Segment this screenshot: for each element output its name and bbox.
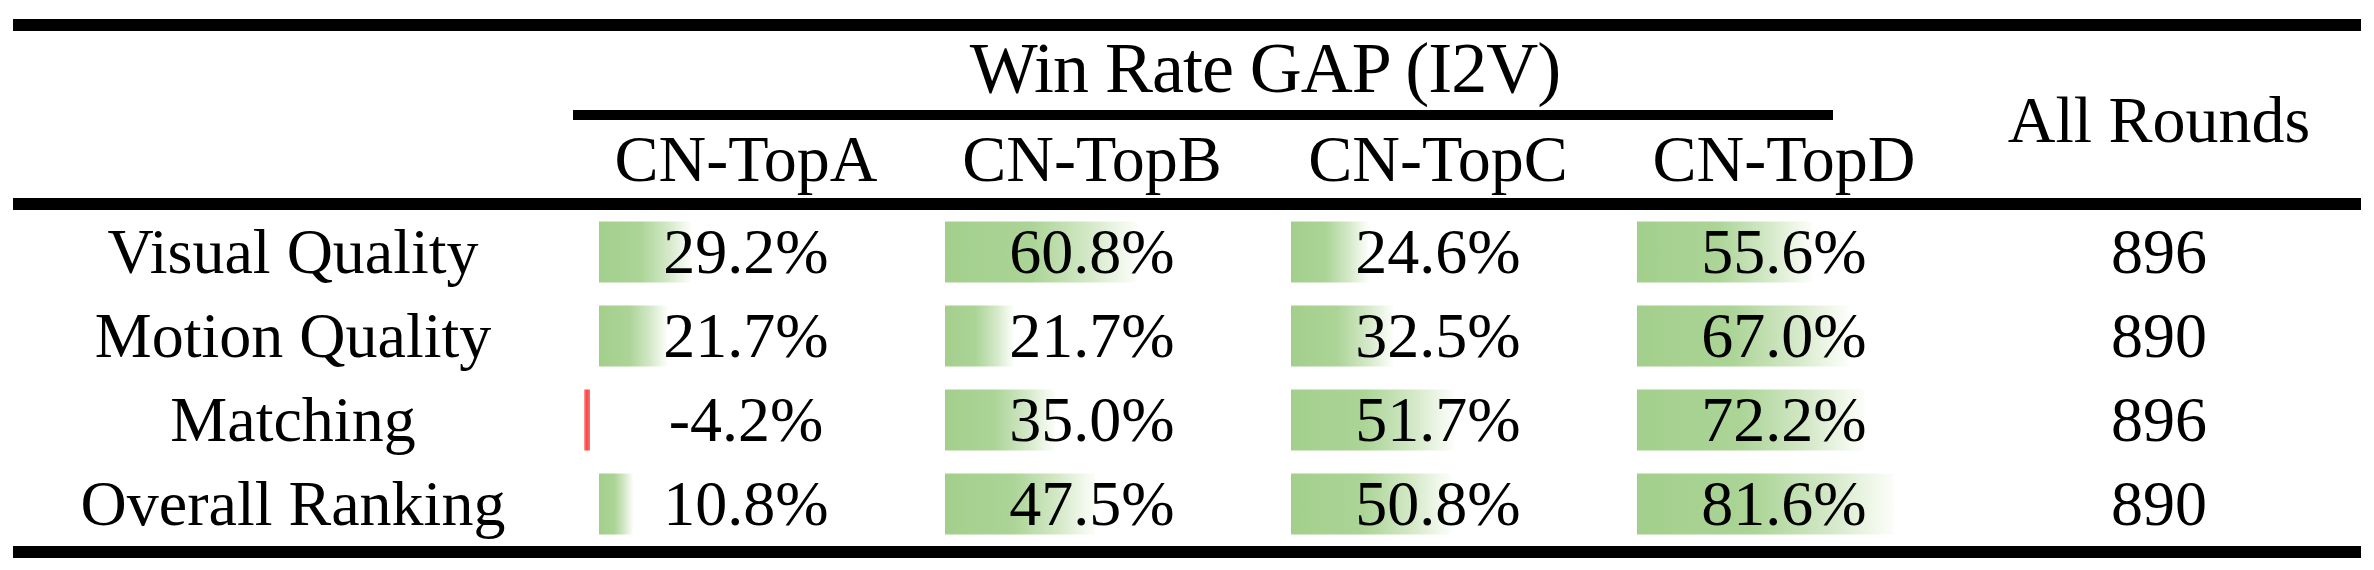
win-rate-bar (599, 306, 667, 367)
win-rate-value: 60.8% (1009, 215, 1174, 289)
win-rate-bar (945, 306, 1013, 367)
row-label: Matching (13, 378, 573, 462)
win-rate-cell: 29.2% (573, 210, 919, 294)
table-header: Win Rate GAP (I2V) All Rounds CN-TopA CN… (13, 31, 2361, 198)
win-rate-value: 32.5% (1355, 299, 1520, 373)
win-rate-cell: 60.8% (919, 210, 1265, 294)
win-rate-cell: 47.5% (919, 462, 1265, 546)
win-rate-value: 81.6% (1701, 467, 1866, 541)
win-rate-value: 72.2% (1701, 383, 1866, 457)
win-rate-cell: 21.7% (573, 294, 919, 378)
row-label: Visual Quality (13, 210, 573, 294)
win-rate-value: 21.7% (663, 299, 828, 373)
column-header-cn-topd: CN-TopD (1611, 120, 1957, 198)
all-rounds-value: 896 (1957, 210, 2361, 294)
win-rate-value: 55.6% (1701, 215, 1866, 289)
group-header-rule (573, 110, 1833, 120)
win-rate-value: 67.0% (1701, 299, 1866, 373)
mid-rule (13, 198, 2361, 210)
win-rate-value: 35.0% (1009, 383, 1174, 457)
win-rate-cell: 50.8% (1265, 462, 1611, 546)
row-label: Motion Quality (13, 294, 573, 378)
win-rate-cell: 32.5% (1265, 294, 1611, 378)
win-rate-cell: -4.2% (573, 378, 919, 462)
win-rate-cell: 67.0% (1611, 294, 1957, 378)
win-rate-cell: 21.7% (919, 294, 1265, 378)
win-rate-value: 29.2% (663, 215, 828, 289)
all-rounds-value: 890 (1957, 294, 2361, 378)
win-rate-cell: 51.7% (1265, 378, 1611, 462)
row-label: Overall Ranking (13, 462, 573, 546)
all-rounds-value: 890 (1957, 462, 2361, 546)
win-rate-value: 10.8% (663, 467, 828, 541)
win-rate-value: 24.6% (1355, 215, 1520, 289)
column-header-cn-topa: CN-TopA (573, 120, 919, 198)
win-rate-value: 51.7% (1355, 383, 1520, 457)
bottom-rule (13, 546, 2361, 558)
column-header-cn-topb: CN-TopB (919, 120, 1265, 198)
win-rate-value: -4.2% (669, 383, 824, 457)
table-body: Win Rate GAP (I2V) All Rounds CN-TopA CN… (13, 19, 2361, 558)
results-table: Win Rate GAP (I2V) All Rounds CN-TopA CN… (0, 0, 2374, 570)
win-rate-value: 47.5% (1009, 467, 1174, 541)
all-rounds-value: 896 (1957, 378, 2361, 462)
group-header-label: Win Rate GAP (I2V) (970, 27, 1560, 110)
column-header-cn-topc: CN-TopC (1265, 120, 1611, 198)
win-rate-bar (599, 474, 633, 535)
win-rate-cell: 55.6% (1611, 210, 1957, 294)
win-rate-cell: 24.6% (1265, 210, 1611, 294)
win-rate-cell: 72.2% (1611, 378, 1957, 462)
group-header: Win Rate GAP (I2V) (573, 31, 1957, 120)
win-rate-cell: 35.0% (919, 378, 1265, 462)
all-rounds-header: All Rounds (1957, 31, 2361, 198)
table-rows: Visual Quality 29.2% 60.8% 24.6% 55.6% 8… (13, 210, 2361, 546)
win-rate-cell: 10.8% (573, 462, 919, 546)
win-rate-bar (584, 390, 590, 451)
win-rate-cell: 81.6% (1611, 462, 1957, 546)
win-rate-value: 50.8% (1355, 467, 1520, 541)
win-rate-value: 21.7% (1009, 299, 1174, 373)
